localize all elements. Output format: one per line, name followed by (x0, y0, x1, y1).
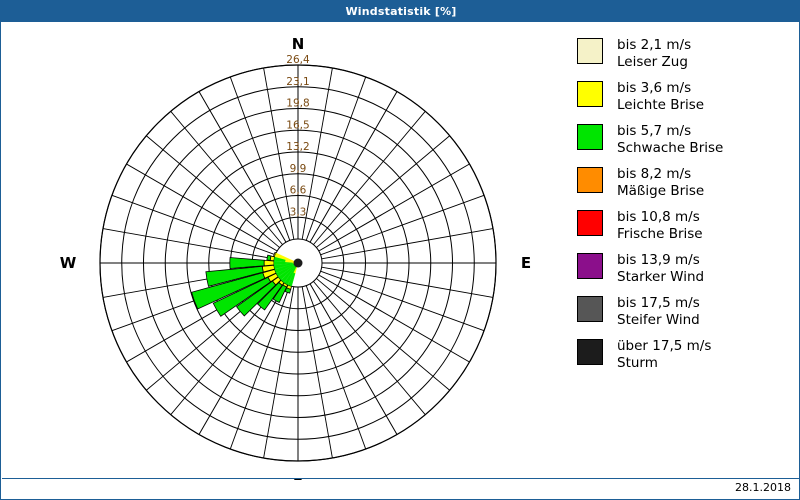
legend-label: bis 5,7 m/s Schwache Brise (617, 123, 723, 157)
legend-label-speed: bis 5,7 m/s (617, 123, 692, 139)
legend-swatch (577, 81, 603, 107)
legend-label: bis 2,1 m/s Leiser Zug (617, 37, 691, 71)
legend-label-name: Frische Brise (617, 226, 703, 242)
legend-label-name: Leichte Brise (617, 97, 705, 113)
legend-label-speed: über 17,5 m/s (617, 338, 712, 354)
radial-tick-label: 26,4 (286, 54, 310, 66)
compass-label-north: N (292, 35, 305, 53)
legend-label-name: Leiser Zug (617, 54, 688, 70)
windrose-petals (191, 251, 293, 317)
legend-item[interactable]: bis 3,6 m/s Leichte Brise (577, 80, 793, 114)
legend-label-name: Sturm (617, 355, 658, 371)
windrose-svg: 3,3 6,6 9,9 13,2 16,5 19,8 23,1 26,4 N E S W (60, 35, 531, 480)
legend-swatch (577, 296, 603, 322)
radial-tick-labels: 3,3 6,6 9,9 13,2 16,5 19,8 23,1 26,4 (286, 54, 310, 218)
radial-tick-label: 16,5 (286, 119, 309, 131)
legend-label-speed: bis 2,1 m/s (617, 37, 692, 53)
legend-swatch (577, 253, 603, 279)
legend-item[interactable]: bis 5,7 m/s Schwache Brise (577, 123, 793, 157)
legend-label-speed: bis 3,6 m/s (617, 80, 692, 96)
footer-divider (2, 478, 800, 479)
legend-item[interactable]: bis 17,5 m/s Steifer Wind (577, 295, 793, 329)
legend-label-name: Starker Wind (617, 269, 705, 285)
compass-labels: N E S W (60, 35, 531, 480)
legend-label-name: Mäßige Brise (617, 183, 705, 199)
legend-label: bis 17,5 m/s Steifer Wind (617, 295, 700, 329)
legend-label: bis 10,8 m/s Frische Brise (617, 209, 703, 243)
legend-swatch (577, 167, 603, 193)
legend-label-name: Schwache Brise (617, 140, 724, 156)
radial-tick-label: 23,1 (286, 76, 309, 88)
legend-label: über 17,5 m/s Sturm (617, 338, 711, 372)
legend-label-speed: bis 17,5 m/s (617, 295, 700, 311)
legend-label-speed: bis 10,8 m/s (617, 209, 700, 225)
legend-item[interactable]: bis 13,9 m/s Starker Wind (577, 252, 793, 286)
calm-circle (273, 238, 323, 288)
legend-label: bis 13,9 m/s Starker Wind (617, 252, 704, 286)
legend-swatch (577, 339, 603, 365)
compass-label-east: E (521, 254, 531, 272)
legend-swatch (577, 124, 603, 150)
date-stamp: 28.1.2018 (735, 481, 791, 494)
legend-label-speed: bis 8,2 m/s (617, 166, 692, 182)
legend-label-name: Steifer Wind (617, 312, 700, 328)
windrose-plot: 3,3 6,6 9,9 13,2 16,5 19,8 23,1 26,4 N E S W (1, 22, 569, 480)
radial-tick-label: 13,2 (286, 141, 309, 153)
legend: bis 2,1 m/s Leiser Zug bis 3,6 m/s Leich… (577, 37, 793, 381)
legend-swatch (577, 38, 603, 64)
window-title-bar: Windstatistik [%] (1, 1, 800, 22)
legend-swatch (577, 210, 603, 236)
radial-tick-label: 19,8 (286, 98, 309, 110)
window-title: Windstatistik [%] (345, 5, 457, 18)
radial-tick-label: 9,9 (290, 163, 307, 175)
radial-tick-label: 6,6 (290, 185, 307, 197)
legend-item[interactable]: über 17,5 m/s Sturm (577, 338, 793, 372)
legend-item[interactable]: bis 2,1 m/s Leiser Zug (577, 37, 793, 71)
legend-item[interactable]: bis 10,8 m/s Frische Brise (577, 209, 793, 243)
legend-label: bis 8,2 m/s Mäßige Brise (617, 166, 704, 200)
legend-label: bis 3,6 m/s Leichte Brise (617, 80, 704, 114)
legend-label-speed: bis 13,9 m/s (617, 252, 700, 268)
legend-item[interactable]: bis 8,2 m/s Mäßige Brise (577, 166, 793, 200)
compass-label-west: W (60, 254, 77, 272)
radial-tick-label: 3,3 (290, 206, 307, 218)
compass-label-south: S (293, 475, 304, 480)
